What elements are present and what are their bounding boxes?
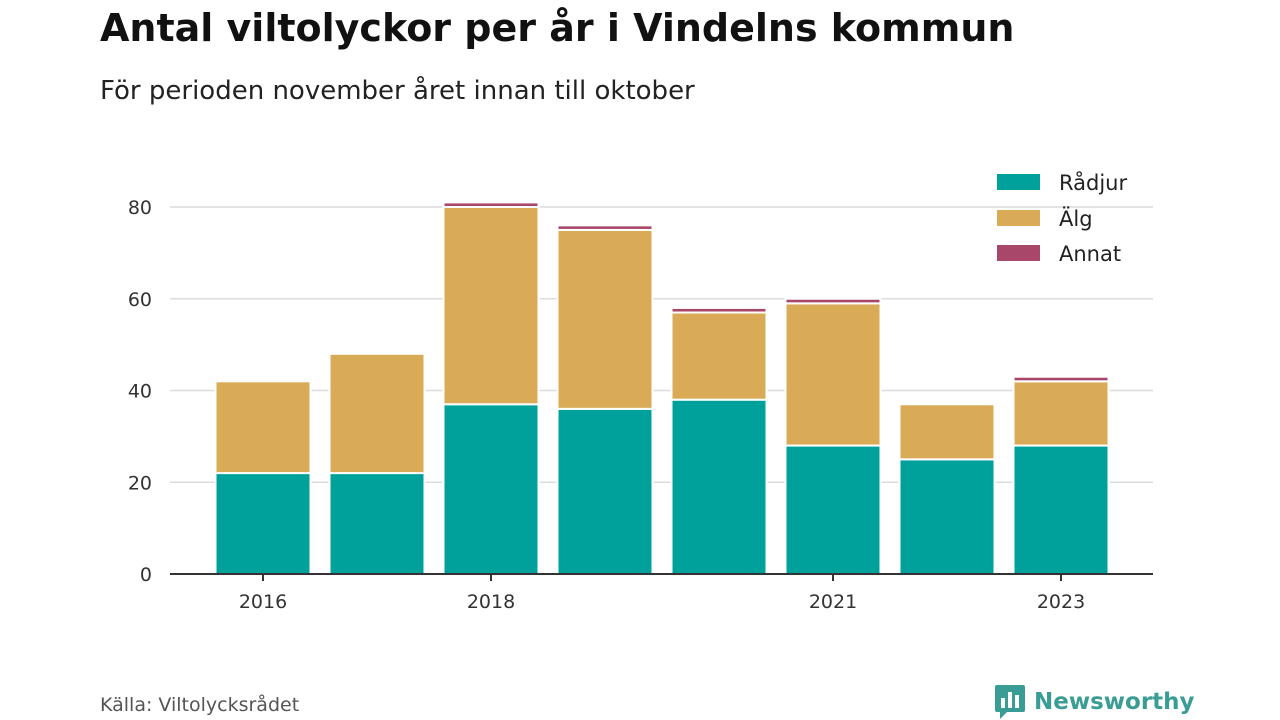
bar-segment xyxy=(328,352,426,475)
y-tick-label: 0 xyxy=(140,564,152,586)
x-tick-label: 2023 xyxy=(1037,591,1085,613)
bar-segment xyxy=(784,297,882,305)
bar-segment xyxy=(214,472,312,576)
bar-segment xyxy=(328,472,426,576)
y-tick-label: 80 xyxy=(128,197,152,219)
x-tick-label: 2018 xyxy=(467,591,515,613)
bar-segment xyxy=(784,302,882,447)
legend-swatch xyxy=(997,245,1040,261)
legend-label: Annat xyxy=(1059,242,1121,266)
bar-segment xyxy=(556,224,654,231)
legend-label: Älg xyxy=(1059,206,1093,231)
y-tick-label: 40 xyxy=(128,381,152,403)
bar-segment xyxy=(670,311,768,401)
brand-name: Newsworthy xyxy=(1034,689,1195,715)
bar-segment xyxy=(556,407,654,575)
bar-segment xyxy=(898,403,996,461)
y-tick-label: 60 xyxy=(128,289,152,311)
bar-segment xyxy=(670,306,768,314)
bars xyxy=(214,201,1110,576)
bar-segment xyxy=(670,398,768,575)
x-tick-label: 2021 xyxy=(809,591,857,613)
x-tick-label: 2016 xyxy=(239,591,287,613)
chart-title: Antal viltolyckor per år i Vindelns komm… xyxy=(100,6,1015,50)
legend-swatch xyxy=(997,210,1040,226)
x-axis: 2016 2018 2021 2023 xyxy=(170,573,1153,613)
legend-swatch xyxy=(997,174,1040,190)
bar-segment xyxy=(442,206,540,406)
chart-subtitle: För perioden november året innan till ok… xyxy=(100,76,695,106)
y-axis-ticks: 0 20 40 60 80 xyxy=(128,197,152,586)
legend: Rådjur Älg Annat xyxy=(985,165,1138,266)
bar-segment xyxy=(442,201,540,209)
bar-segment xyxy=(1012,444,1110,575)
source-note: Källa: Viltolycksrådet xyxy=(100,694,300,716)
legend-label: Rådjur xyxy=(1059,170,1127,195)
bar-segment xyxy=(1012,380,1110,447)
y-tick-label: 20 xyxy=(128,472,152,494)
bar-chart-speech-bubble-icon xyxy=(995,685,1025,719)
bar-segment xyxy=(442,403,540,576)
bar-segment xyxy=(898,458,996,575)
bar-segment xyxy=(214,380,312,475)
brand-logo: Newsworthy xyxy=(994,684,1195,720)
bar-segment xyxy=(784,444,882,575)
bar-segment xyxy=(1012,375,1110,383)
bar-segment xyxy=(556,228,654,410)
